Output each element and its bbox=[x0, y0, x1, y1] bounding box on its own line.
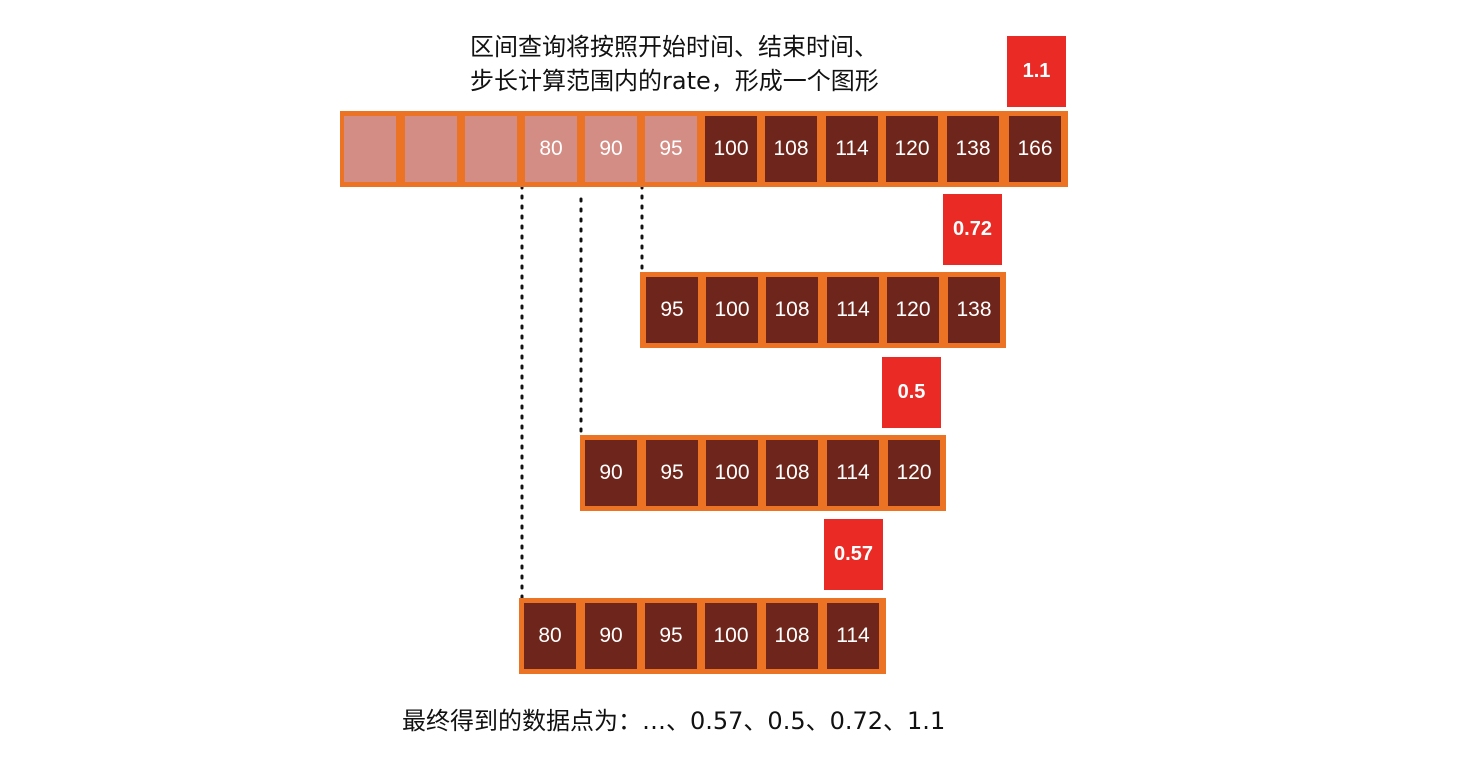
sample-cell: 120 bbox=[887, 277, 939, 343]
sample-cell: 100 bbox=[706, 440, 758, 506]
result-summary: 最终得到的数据点为：…、0.57、0.5、0.72、1.1 bbox=[402, 707, 946, 735]
rate-value-box: 0.72 bbox=[943, 194, 1002, 265]
sample-cell: 120 bbox=[888, 440, 940, 506]
sample-cell: 80 bbox=[525, 116, 577, 182]
sample-cell: 90 bbox=[585, 603, 637, 669]
sample-cell: 114 bbox=[826, 116, 878, 182]
sample-cell: 100 bbox=[705, 603, 757, 669]
sample-cell: 114 bbox=[827, 603, 879, 669]
sample-cell bbox=[465, 116, 517, 182]
caption-line-2: 步长计算范围内的rate，形成一个图形 bbox=[470, 67, 879, 95]
sample-cell: 114 bbox=[827, 277, 879, 343]
sample-cell: 120 bbox=[886, 116, 938, 182]
rate-value-box: 0.5 bbox=[882, 357, 941, 428]
sample-cell: 114 bbox=[827, 440, 879, 506]
rate-value-box: 1.1 bbox=[1007, 36, 1066, 107]
sample-cell: 95 bbox=[645, 603, 697, 669]
caption-line-1: 区间查询将按照开始时间、结束时间、 bbox=[470, 33, 878, 61]
sample-cell: 108 bbox=[766, 277, 818, 343]
window-strip-full: 80 90 95 100 108 114 120 138 166 bbox=[340, 111, 1068, 187]
sample-cell: 100 bbox=[705, 116, 757, 182]
sample-cell: 90 bbox=[585, 440, 637, 506]
sample-cell: 90 bbox=[585, 116, 637, 182]
window-strip: 90 95 100 108 114 120 bbox=[580, 435, 946, 511]
sample-cell: 95 bbox=[646, 277, 698, 343]
sample-cell: 138 bbox=[947, 116, 999, 182]
sample-cell: 80 bbox=[524, 603, 576, 669]
window-strip: 80 90 95 100 108 114 bbox=[519, 598, 886, 674]
sample-cell bbox=[344, 116, 396, 182]
sample-cell: 166 bbox=[1009, 116, 1061, 182]
sample-cell bbox=[405, 116, 457, 182]
sample-cell: 138 bbox=[948, 277, 1000, 343]
sample-cell: 100 bbox=[706, 277, 758, 343]
rate-value-box: 0.57 bbox=[824, 519, 883, 590]
sample-cell: 95 bbox=[646, 440, 698, 506]
diagram-caption: 区间查询将按照开始时间、结束时间、 步长计算范围内的rate，形成一个图形 bbox=[470, 30, 879, 98]
sample-cell: 108 bbox=[766, 603, 818, 669]
window-strip: 95 100 108 114 120 138 bbox=[640, 272, 1006, 348]
sample-cell: 108 bbox=[766, 440, 818, 506]
sample-cell: 108 bbox=[765, 116, 817, 182]
sample-cell: 95 bbox=[645, 116, 697, 182]
